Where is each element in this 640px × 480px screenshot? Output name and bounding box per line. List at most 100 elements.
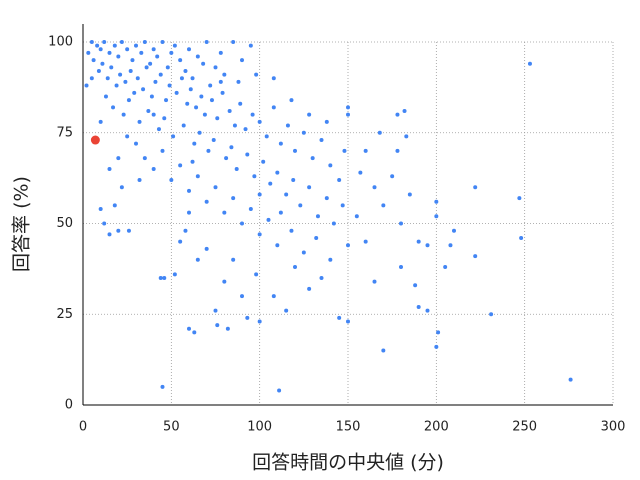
point	[144, 65, 149, 70]
point	[473, 254, 478, 259]
point	[98, 47, 103, 52]
point	[167, 83, 172, 88]
point	[271, 76, 276, 81]
point	[231, 257, 236, 262]
point	[183, 69, 188, 74]
point	[204, 40, 209, 44]
point	[390, 174, 395, 179]
point	[395, 148, 400, 153]
point	[346, 105, 350, 110]
point	[156, 127, 161, 132]
point	[452, 228, 456, 233]
point	[102, 40, 107, 44]
point	[160, 384, 165, 389]
point	[240, 294, 244, 299]
point	[90, 135, 100, 145]
point	[134, 43, 138, 48]
point	[381, 348, 386, 353]
point	[328, 163, 333, 168]
point	[209, 98, 214, 103]
point	[158, 275, 163, 280]
point	[132, 90, 137, 95]
point	[169, 50, 174, 55]
point	[187, 210, 191, 215]
point	[211, 138, 216, 143]
point	[448, 243, 453, 248]
x-tick-label: 150	[336, 420, 361, 435]
point	[231, 40, 236, 44]
point	[194, 105, 199, 110]
y-tick-label: 0	[65, 398, 73, 413]
point	[284, 308, 289, 313]
point	[222, 279, 227, 284]
point	[151, 167, 156, 172]
point	[250, 112, 255, 117]
point	[331, 221, 336, 226]
point	[220, 90, 225, 95]
point	[102, 221, 107, 226]
point	[213, 308, 218, 313]
point	[289, 228, 294, 233]
point	[252, 174, 257, 179]
point	[238, 101, 243, 106]
point	[96, 69, 101, 74]
point	[416, 239, 421, 244]
point	[307, 185, 312, 190]
point	[346, 319, 350, 324]
point	[271, 105, 276, 110]
point	[187, 326, 191, 331]
point	[197, 130, 202, 135]
point	[112, 43, 117, 48]
point	[354, 214, 359, 219]
point	[126, 98, 131, 103]
point	[164, 98, 169, 103]
point	[185, 101, 190, 106]
point	[527, 61, 532, 66]
point	[128, 69, 133, 74]
point	[404, 134, 409, 139]
point	[160, 148, 165, 153]
point	[301, 250, 306, 255]
point	[222, 72, 227, 77]
point	[229, 145, 234, 150]
point	[116, 54, 121, 59]
point	[298, 203, 303, 208]
point	[190, 159, 195, 164]
point	[319, 138, 324, 143]
point	[257, 319, 262, 324]
point	[346, 243, 350, 248]
point	[240, 58, 244, 63]
point	[222, 210, 227, 215]
point	[363, 148, 368, 153]
point	[188, 87, 193, 92]
point	[568, 377, 573, 382]
point	[402, 108, 407, 113]
point	[84, 83, 89, 88]
point	[234, 167, 239, 172]
point	[148, 61, 153, 66]
point	[218, 79, 223, 84]
point	[142, 156, 147, 161]
point	[86, 50, 91, 55]
point	[227, 108, 232, 113]
point	[169, 177, 174, 182]
point	[399, 265, 403, 270]
point	[473, 185, 478, 190]
y-tick-label: 75	[56, 125, 73, 140]
point	[232, 123, 237, 128]
point	[315, 214, 320, 219]
point	[179, 76, 184, 81]
point	[141, 87, 146, 92]
point	[178, 239, 183, 244]
point	[434, 214, 439, 219]
point	[257, 119, 262, 124]
point	[372, 279, 377, 284]
point	[172, 43, 177, 48]
point	[275, 243, 280, 248]
point	[195, 54, 200, 59]
point	[413, 283, 418, 288]
point	[109, 65, 114, 70]
point	[95, 43, 100, 48]
point	[206, 148, 211, 153]
point	[436, 330, 441, 335]
